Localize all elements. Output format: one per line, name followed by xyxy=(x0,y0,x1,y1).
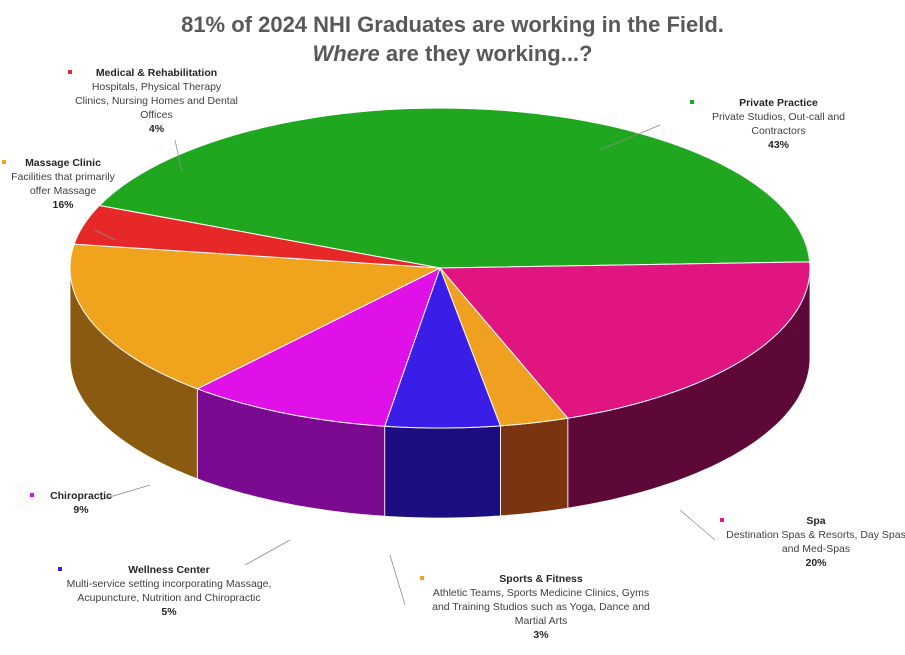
leader-line-chiropractic xyxy=(99,484,151,501)
slice-label-description: Destination Spas & Resorts, Day Spas and… xyxy=(726,529,905,555)
pie-slice-massage-clinic xyxy=(69,243,442,390)
slice-label-description: Facilities that primarily offer Massage xyxy=(11,171,115,197)
slice-label-medical-rehabilitation: Medical & Rehabilitation Hospitals, Physi… xyxy=(74,66,239,136)
chart-title-rest: are they working...? xyxy=(379,41,593,66)
slice-label-description: Athletic Teams, Sports Medicine Clinics,… xyxy=(432,587,650,627)
leader-line-private-practice xyxy=(599,124,661,151)
leader-line-wellness-center xyxy=(244,539,291,566)
pie-slice-sports-fitness xyxy=(439,267,569,427)
slice-label-chiropractic: Chiropractic 9% xyxy=(36,489,126,517)
legend-dot-private-practice xyxy=(690,100,694,104)
slice-label-description: Hospitals, Physical Therapy Clinics, Nur… xyxy=(75,81,238,121)
pie-slice-medical-rehabilitation xyxy=(73,204,441,269)
chart-title: 81% of 2024 NHI Graduates are working in… xyxy=(0,10,905,68)
chart-title-emphasis: Where xyxy=(312,41,380,66)
slice-label-sports-fitness: Sports & Fitness Athletic Teams, Sports M… xyxy=(426,572,656,642)
slice-label-percent: 20% xyxy=(805,557,827,569)
slice-label-massage-clinic: Massage Clinic Facilities that primarily … xyxy=(8,156,118,212)
leader-line-massage-clinic xyxy=(94,229,116,241)
slice-label-spa: Spa Destination Spas & Resorts, Day Spas … xyxy=(726,514,905,570)
slice-label-name: Medical & Rehabilitation xyxy=(95,67,218,79)
slice-label-name: Wellness Center xyxy=(128,564,210,576)
legend-dot-wellness-center xyxy=(58,567,62,571)
legend-dots xyxy=(2,70,724,580)
chart-title-line1: 81% of 2024 NHI Graduates are working in… xyxy=(181,12,724,37)
slice-label-name: Massage Clinic xyxy=(25,157,101,169)
pie-tops xyxy=(69,107,811,429)
pie-side-wellness-center xyxy=(384,425,501,519)
legend-dot-sports-fitness xyxy=(420,576,424,580)
slice-label-description: Private Studios, Out-call and Contractor… xyxy=(711,111,846,137)
slice-label-percent: 5% xyxy=(161,606,177,618)
pie-slice-private-practice xyxy=(98,107,811,269)
leader-lines xyxy=(94,124,716,606)
leader-line-sports-fitness xyxy=(389,554,406,606)
slice-label-name: Spa xyxy=(806,515,826,527)
slice-label-percent: 4% xyxy=(148,123,165,135)
slice-label-percent: 16% xyxy=(52,199,74,211)
slice-label-percent: 3% xyxy=(533,629,549,641)
chart-title-line2: Where are they working...? xyxy=(0,39,905,68)
slice-label-percent: 43% xyxy=(767,139,789,151)
slice-label-description: Multi-service setting incorporating Mass… xyxy=(66,578,272,604)
slice-label-name: Sports & Fitness xyxy=(499,573,583,585)
leader-line-medical-rehabilitation xyxy=(174,139,183,173)
slice-label-name: Chiropractic xyxy=(50,490,112,502)
slice-label-percent: 9% xyxy=(73,504,89,516)
legend-dot-spa xyxy=(720,518,724,522)
slice-label-name: Private Practice xyxy=(739,97,818,109)
pie-slice-chiropractic xyxy=(196,267,441,427)
pie-side-sports-fitness xyxy=(500,417,569,517)
leader-line-spa xyxy=(679,509,716,541)
legend-dot-massage-clinic xyxy=(2,160,6,164)
slice-label-private-practice: Private Practice Private Studios, Out-cal… xyxy=(696,96,861,152)
slice-label-wellness-center: Wellness Center Multi-service setting inc… xyxy=(64,563,274,619)
legend-dot-chiropractic xyxy=(30,493,34,497)
legend-dot-medical-rehabilitation xyxy=(68,70,72,74)
pie-slice-wellness-center xyxy=(384,266,502,429)
pie-slice-spa xyxy=(438,261,811,419)
